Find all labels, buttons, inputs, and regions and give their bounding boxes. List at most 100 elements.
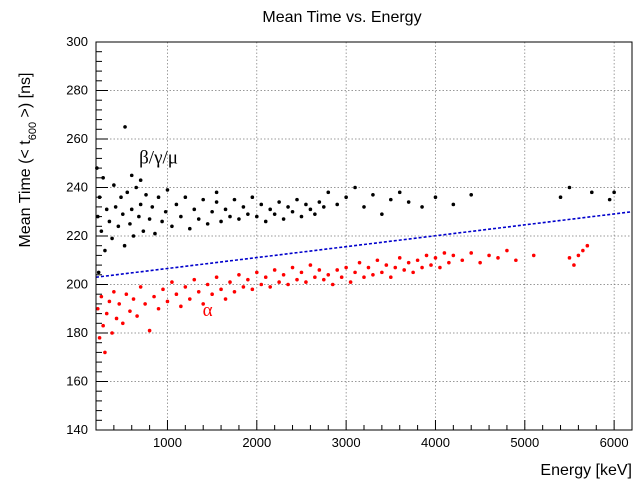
alpha-data-point — [117, 302, 122, 306]
x-tick-label: 6000 — [600, 435, 629, 450]
beta-data-point — [165, 188, 170, 192]
alpha-data-point — [214, 275, 219, 280]
beta-data-point — [129, 207, 134, 212]
alpha-data-point — [406, 260, 411, 265]
separation-cut-line — [95, 210, 633, 279]
alpha-data-point — [131, 297, 136, 301]
alpha-data-point — [411, 270, 415, 275]
beta-data-point — [263, 219, 268, 224]
beta-data-point — [290, 209, 295, 214]
y-tick-label: 220 — [66, 228, 88, 243]
alpha-data-point — [433, 256, 438, 260]
alpha-data-point — [210, 292, 214, 297]
beta-data-point — [107, 219, 112, 224]
alpha-data-point — [170, 280, 174, 284]
y-tick-label: 260 — [66, 131, 88, 146]
alpha-data-point — [183, 285, 188, 289]
alpha-data-point — [205, 282, 210, 287]
alpha-data-point — [232, 289, 237, 294]
beta-data-point — [192, 207, 197, 212]
alpha-data-point — [585, 243, 590, 248]
y-tick-label: 240 — [66, 180, 88, 195]
alpha-data-point — [107, 299, 112, 304]
alpha-data-point — [241, 285, 246, 289]
alpha-data-point — [254, 270, 259, 275]
beta-data-point — [188, 226, 192, 231]
beta-data-point — [241, 205, 246, 209]
alpha-data-point — [424, 253, 429, 258]
alpha-data-point — [572, 263, 576, 267]
alpha-data-point — [514, 258, 518, 263]
alpha-data-point — [402, 268, 407, 272]
alpha-points — [95, 243, 590, 355]
beta-data-point — [205, 222, 210, 226]
alpha-data-point — [317, 268, 322, 272]
beta-data-point — [122, 243, 127, 248]
beta-data-point — [104, 207, 109, 212]
beta-data-point — [322, 205, 326, 209]
alpha-data-point — [348, 280, 353, 284]
y-tick-label: 200 — [66, 277, 88, 292]
beta-data-point — [214, 190, 219, 195]
y-axis-title-main: Mean Time (< t — [17, 140, 34, 248]
alpha-data-point — [165, 299, 170, 304]
alpha-data-point — [295, 277, 299, 282]
annotations: β/γ/μ α — [139, 147, 213, 321]
beta-data-point — [134, 185, 138, 190]
beta-data-point — [326, 190, 331, 195]
beta-data-point — [153, 231, 157, 236]
alpha-data-point — [121, 321, 125, 326]
alpha-data-point — [124, 292, 129, 297]
beta-data-point — [156, 195, 161, 199]
beta-data-point — [250, 195, 255, 199]
beta-data-point — [286, 205, 290, 209]
alpha-data-point — [304, 280, 308, 284]
alpha-data-point — [380, 270, 384, 275]
alpha-data-point — [366, 265, 371, 270]
beta-data-point — [299, 214, 304, 219]
alpha-data-point — [393, 265, 398, 270]
beta-data-point — [170, 224, 174, 229]
beta-data-point — [389, 197, 393, 202]
beta-data-point — [277, 200, 281, 204]
beta-data-point — [304, 202, 308, 207]
alpha-data-point — [179, 304, 183, 309]
beta-data-point — [138, 178, 143, 183]
beta-data-point — [103, 248, 107, 253]
beta-data-point — [397, 190, 402, 195]
alpha-data-point — [228, 280, 232, 284]
y-axis-title-end: >) [ns] — [17, 73, 34, 122]
alpha-data-point — [384, 263, 389, 267]
beta-data-point — [317, 200, 322, 204]
beta-data-point — [201, 197, 205, 202]
alpha-data-point — [313, 275, 317, 280]
beta-data-point — [237, 217, 241, 221]
alpha-data-point — [103, 350, 107, 355]
beta-data-point — [150, 205, 155, 209]
y-tick-label: 280 — [66, 83, 88, 98]
alpha-data-point — [143, 302, 147, 306]
x-tick-label: 2000 — [242, 435, 271, 450]
y-tick-label: 140 — [66, 422, 88, 437]
y-axis-title: Mean Time (< t600 >) [ns] — [17, 73, 39, 248]
alpha-data-point — [576, 253, 581, 258]
alpha-data-point — [219, 287, 223, 292]
alpha-data-point — [272, 268, 277, 272]
alpha-data-point — [344, 265, 348, 270]
beta-data-point — [232, 197, 237, 202]
beta-data-point — [335, 202, 340, 207]
beta-data-point — [112, 183, 116, 187]
alpha-data-point — [223, 297, 228, 301]
y-axis-title-sub: 600 — [27, 122, 39, 140]
alpha-data-point — [196, 289, 201, 294]
x-tick-label: 1000 — [153, 435, 182, 450]
alpha-data-point — [135, 314, 139, 318]
y-tick-label: 180 — [66, 325, 88, 340]
beta-data-point — [371, 192, 375, 197]
alpha-data-point — [505, 248, 509, 253]
alpha-data-point — [147, 328, 152, 333]
x-axis-title: Energy [keV] — [540, 462, 632, 479]
alpha-data-point — [237, 273, 241, 277]
alpha-data-point — [429, 263, 433, 267]
beta-data-point — [406, 200, 411, 204]
